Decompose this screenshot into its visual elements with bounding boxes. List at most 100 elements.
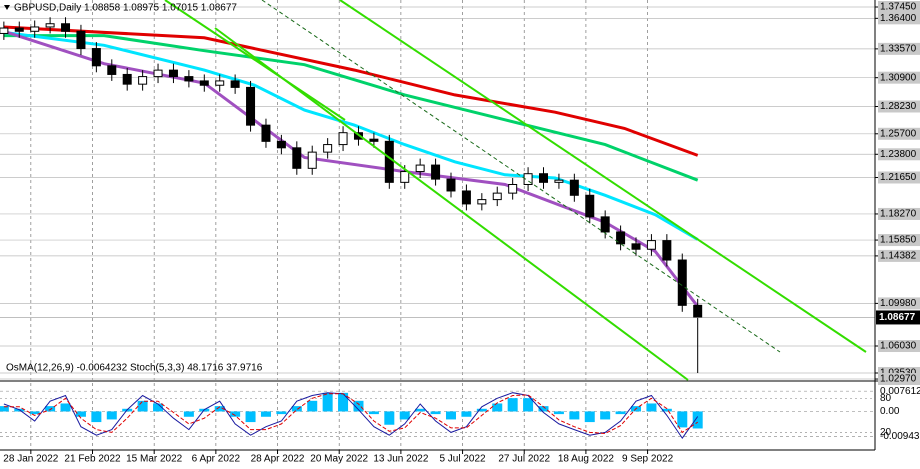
y-tick-label: 1.09980 (880, 298, 917, 309)
y-tick-box (878, 71, 920, 84)
histogram-bar (60, 403, 71, 412)
x-tick-label: 6 Apr 2022 (192, 454, 241, 465)
candle-body (400, 171, 410, 183)
histogram-bar (91, 411, 102, 423)
y-tick-box (878, 207, 920, 220)
x-tick-label: 21 Feb 2022 (64, 454, 121, 465)
y2-tick-label: 80 (880, 393, 892, 404)
candle-body (0, 27, 9, 34)
histogram-bar (461, 411, 472, 417)
candle-body (508, 183, 518, 194)
y-tick-label: 1.15850 (880, 235, 917, 246)
histogram-bar (338, 392, 349, 412)
histogram-bar (245, 411, 256, 423)
candle-body (30, 26, 40, 32)
candle-body (585, 194, 595, 218)
candle-body (307, 151, 317, 169)
y-tick-label: 1.30900 (880, 72, 917, 83)
y-tick-label: 1.14382 (880, 251, 917, 262)
line-series (3, 30, 699, 241)
candle-body (415, 164, 425, 173)
histogram-bar (600, 411, 611, 420)
histogram-bar (507, 398, 518, 412)
histogram-bar (276, 411, 287, 415)
candle-body (369, 138, 379, 142)
indicator-panel (0, 383, 875, 450)
histogram-bar (677, 411, 688, 428)
histogram-bar (692, 411, 703, 429)
y-tick-label: 1.33570 (880, 44, 917, 55)
histogram-bar (137, 400, 148, 412)
candle-body (14, 27, 24, 32)
candle-body (292, 147, 302, 169)
candle-body (662, 240, 672, 261)
y-tick-label: 1.23800 (880, 149, 917, 160)
trendlines (164, 0, 867, 381)
y-tick-label: 1.28230 (880, 101, 917, 112)
candle-body (646, 240, 656, 250)
candle-body (230, 80, 240, 88)
y-tick-label: 1.36400 (880, 13, 917, 24)
histogram-bar (399, 411, 410, 420)
y-tick-label: -0.009436 (880, 431, 920, 442)
chart-title: GBPUSD,Daily 1.08858 1.08975 1.07015 1.0… (14, 3, 237, 14)
x-tick-label: 28 Apr 2022 (251, 454, 305, 465)
candle-body (631, 243, 641, 250)
candle-body (338, 132, 348, 146)
histogram-bar (322, 392, 333, 412)
candle-body (168, 69, 178, 78)
channel-line (339, 0, 867, 353)
histogram-bar (646, 403, 657, 412)
y-tick-box (878, 373, 920, 386)
channel-line (164, 0, 346, 121)
candle-body (446, 178, 456, 192)
candle-body (569, 179, 579, 196)
x-tick-label: 5 Jul 2022 (439, 454, 486, 465)
candle-body (91, 48, 101, 67)
candle-body (153, 69, 163, 78)
y2-tick-label: 20 (880, 427, 892, 438)
candle-body (45, 23, 55, 28)
candle-body (215, 80, 225, 86)
candle-body (246, 86, 256, 126)
histogram-bar (45, 406, 56, 412)
histogram-bar (553, 411, 564, 415)
line-series (3, 393, 698, 435)
price-panel (0, 0, 875, 380)
candle-body (539, 173, 549, 183)
y-tick-box (878, 171, 920, 184)
y-tick-box (878, 148, 920, 161)
candle-body (523, 173, 533, 185)
y-tick-box (878, 127, 920, 140)
histogram-bar (153, 403, 164, 412)
y-tick-label: 0.007612 (880, 386, 920, 397)
y-tick-box (878, 297, 920, 310)
title-marker (4, 5, 10, 10)
x-tick-label: 20 May 2022 (310, 454, 368, 465)
candle-body (323, 144, 333, 153)
histogram-bar (615, 411, 626, 415)
indicator-title: OsMA(12,26,9) -0.0064232 Stoch(5,3,3) 48… (6, 363, 263, 374)
line-series (3, 25, 699, 157)
histogram-bar (384, 411, 395, 425)
y-tick-label: 1.25700 (880, 128, 917, 139)
candle-body (554, 179, 564, 183)
candle-body (461, 190, 471, 205)
candle-body (122, 73, 132, 85)
histogram-bar (584, 411, 595, 423)
line-series (3, 34, 699, 182)
histogram-bar (75, 411, 86, 417)
histogram-bar (523, 398, 534, 412)
x-tick-label: 28 Jan 2022 (3, 454, 58, 465)
y-tick-box (878, 1, 920, 14)
y-tick-box (878, 100, 920, 113)
candle-body (107, 65, 117, 75)
candle-body (61, 23, 71, 32)
x-tick-label: 27 Jul 2022 (498, 454, 550, 465)
y-tick-box (878, 340, 920, 353)
candle-body (184, 76, 194, 82)
candle-body (261, 124, 271, 142)
histogram-bar (307, 400, 318, 412)
